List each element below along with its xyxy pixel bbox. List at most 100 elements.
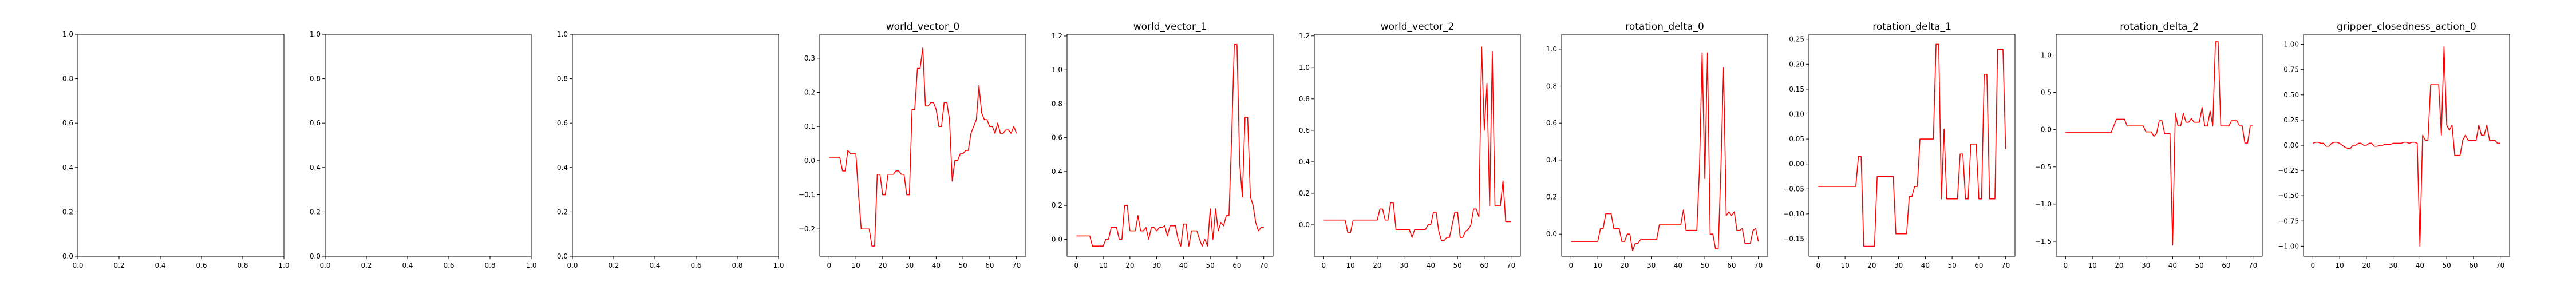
panel-8-x-tick-label: 30 [2142,261,2150,269]
panel-5-y-tick-label: 0.4 [1299,158,1310,166]
panel-5-x-tick-label: 40 [1427,261,1435,269]
panel-6-x-tick-label: 0 [1569,261,1574,269]
panel-6-y-tick-label: 1.0 [1546,45,1557,53]
panel-0: 0.0 0.2 0.4 0.6 0.8 1.0 0.0 0.2 0.4 0.6 0.8 1.0 [62,30,290,269]
panel-5-y-tick-label: 0.6 [1299,126,1310,134]
panel-7-series-line-0 [1818,43,2006,247]
panel-9-x-tick-label: 40 [2416,261,2424,269]
panel-6-axes-frame [1561,34,1768,257]
panel-7-y-tick-label: −0.15 [1783,235,1804,243]
panel-0-x-tick-label: 0.0 [72,261,83,269]
panel-6-x-tick-label: 70 [1754,261,1763,269]
panel-2-y-tick-label: 1.0 [557,30,568,38]
panel-2-y-tick-label: 0.6 [557,119,568,127]
panel-2: 0.0 0.2 0.4 0.6 0.8 1.0 0.0 0.2 0.4 0.6 0.8 1.0 [557,30,784,269]
panel-3-y-tick-label: 0.0 [804,157,815,165]
panel-7-x-tick-label: 10 [1840,261,1849,269]
panel-5: 0 10 20 30 40 50 60 70 0.0 0.2 0.4 0.6 0.8 1.0 1.2 worl… [1299,21,1521,269]
panel-5-x-tick-label: 50 [1453,261,1461,269]
panel-9-y-tick-label: −0.75 [2278,217,2299,225]
panel-6-y-tick-label: 0.0 [1546,230,1557,238]
panel-3-x-tick-label: 0 [827,261,832,269]
panel-7-y-tick-label: 0.25 [1789,35,1804,43]
panel-1: 0.0 0.2 0.4 0.6 0.8 1.0 0.0 0.2 0.4 0.6 0.8 1.0 [310,30,537,269]
panel-2-x-tick-label: 0.4 [649,261,660,269]
panel-5-x-tick-label: 10 [1346,261,1354,269]
panel-5-x-tick-label: 60 [1480,261,1488,269]
panel-4-y-tick-label: 0.4 [1052,168,1062,176]
panel-4-y-tick-label: 1.2 [1052,32,1062,40]
panel-2-x-tick-label: 0.8 [732,261,742,269]
panel-9-x-tick-label: 20 [2362,261,2370,269]
panel-8-x-tick-label: 0 [2064,261,2068,269]
panel-9-y-tick-label: 1.00 [2283,41,2299,49]
panel-0-x-tick-label: 0.2 [113,261,124,269]
panel-2-x-tick-label: 0.0 [567,261,578,269]
panel-5-series-line-0 [1323,46,1511,241]
panel-0-x-tick-label: 0.4 [155,261,165,269]
panel-6-x-tick-label: 60 [1727,261,1736,269]
panel-6-x-tick-label: 10 [1593,261,1602,269]
panel-9-y-tick-label: −1.00 [2278,242,2299,250]
panel-3-y-tick-label: 0.3 [804,54,815,62]
panel-4-title: world_vector_1 [1133,21,1207,33]
panel-4: 0 10 20 30 40 50 60 70 0.0 0.2 0.4 0.6 0.8 1.0 1.2 worl… [1052,21,1274,269]
panel-3-axes-frame [819,34,1026,257]
panel-8-y-tick-label: 0.0 [2041,126,2052,134]
panel-5-x-tick-label: 30 [1400,261,1408,269]
panel-1-x-tick-label: 0.6 [443,261,454,269]
panel-3: 0 10 20 30 40 50 60 70 −0.2 −0.1 0.0 0.1 0.2 0.3 world… [799,21,1026,269]
panel-3-x-tick-label: 70 [1012,261,1021,269]
panel-9-x-tick-label: 30 [2389,261,2397,269]
panel-4-x-tick-label: 20 [1125,261,1134,269]
panel-5-y-tick-label: 0.0 [1299,221,1310,229]
panel-6-x-tick-label: 20 [1620,261,1629,269]
panel-8-axes-frame [2056,34,2263,257]
panel-4-x-tick-label: 40 [1179,261,1188,269]
panel-4-axes-frame [1066,34,1274,257]
panel-3-x-tick-label: 30 [905,261,914,269]
panel-7-y-tick-label: 0.20 [1789,60,1804,68]
panel-1-y-tick-label: 1.0 [310,30,321,38]
panel-3-title: world_vector_0 [886,21,960,33]
panel-6-x-tick-label: 50 [1700,261,1709,269]
panel-6-y-tick-label: 0.6 [1546,119,1557,127]
panel-7-y-tick-label: 0.00 [1789,160,1804,168]
panel-8-x-tick-label: 60 [2222,261,2230,269]
panel-5-title: world_vector_2 [1381,21,1455,33]
panel-5-x-tick-label: 20 [1373,261,1381,269]
panel-8-x-tick-label: 70 [2249,261,2257,269]
panel-0-axes-frame [77,34,285,257]
panel-3-x-tick-label: 50 [958,261,967,269]
panel-7-x-tick-label: 60 [1974,261,1983,269]
panel-9-y-tick-label: 0.25 [2283,116,2299,124]
panel-4-x-tick-label: 0 [1074,261,1079,269]
panel-1-y-tick-label: 0.4 [310,164,321,172]
panel-2-y-tick-label: 0.4 [557,164,568,172]
panel-6-x-tick-label: 30 [1647,261,1656,269]
panel-9: 0 10 20 30 40 50 60 70 −1.00 −0.75 −0.50 −0.25 0.00 0… [2278,21,2510,269]
panel-4-y-tick-label: 1.0 [1052,66,1062,74]
panel-7-x-tick-label: 30 [1894,261,1903,269]
panel-9-y-tick-label: −0.50 [2278,192,2299,200]
panel-7-y-tick-label: 0.10 [1789,110,1804,118]
panel-0-y-tick-label: 0.8 [62,75,73,83]
panel-7-axes-frame [1808,34,2016,257]
panel-5-axes-frame [1314,34,1521,257]
panel-6-title: rotation_delta_0 [1625,21,1704,33]
panel-8-x-tick-label: 50 [2195,261,2203,269]
panel-4-y-tick-label: 0.6 [1052,134,1062,142]
panel-5-y-tick-label: 1.0 [1299,63,1310,72]
panel-7-y-tick-label: −0.05 [1783,185,1804,193]
panel-9-y-tick-label: 0.75 [2283,66,2299,74]
panel-0-y-tick-label: 1.0 [62,30,73,38]
panel-4-y-tick-label: 0.0 [1052,235,1062,243]
panel-4-y-tick-label: 0.8 [1052,100,1062,108]
panel-0-x-tick-label: 0.8 [237,261,248,269]
panel-3-x-tick-label: 20 [878,261,887,269]
panel-8-x-tick-label: 20 [2115,261,2123,269]
panel-4-x-tick-label: 30 [1152,261,1161,269]
panel-9-x-tick-label: 10 [2335,261,2344,269]
panel-2-x-tick-label: 1.0 [773,261,784,269]
panel-2-y-tick-label: 0.8 [557,75,568,83]
